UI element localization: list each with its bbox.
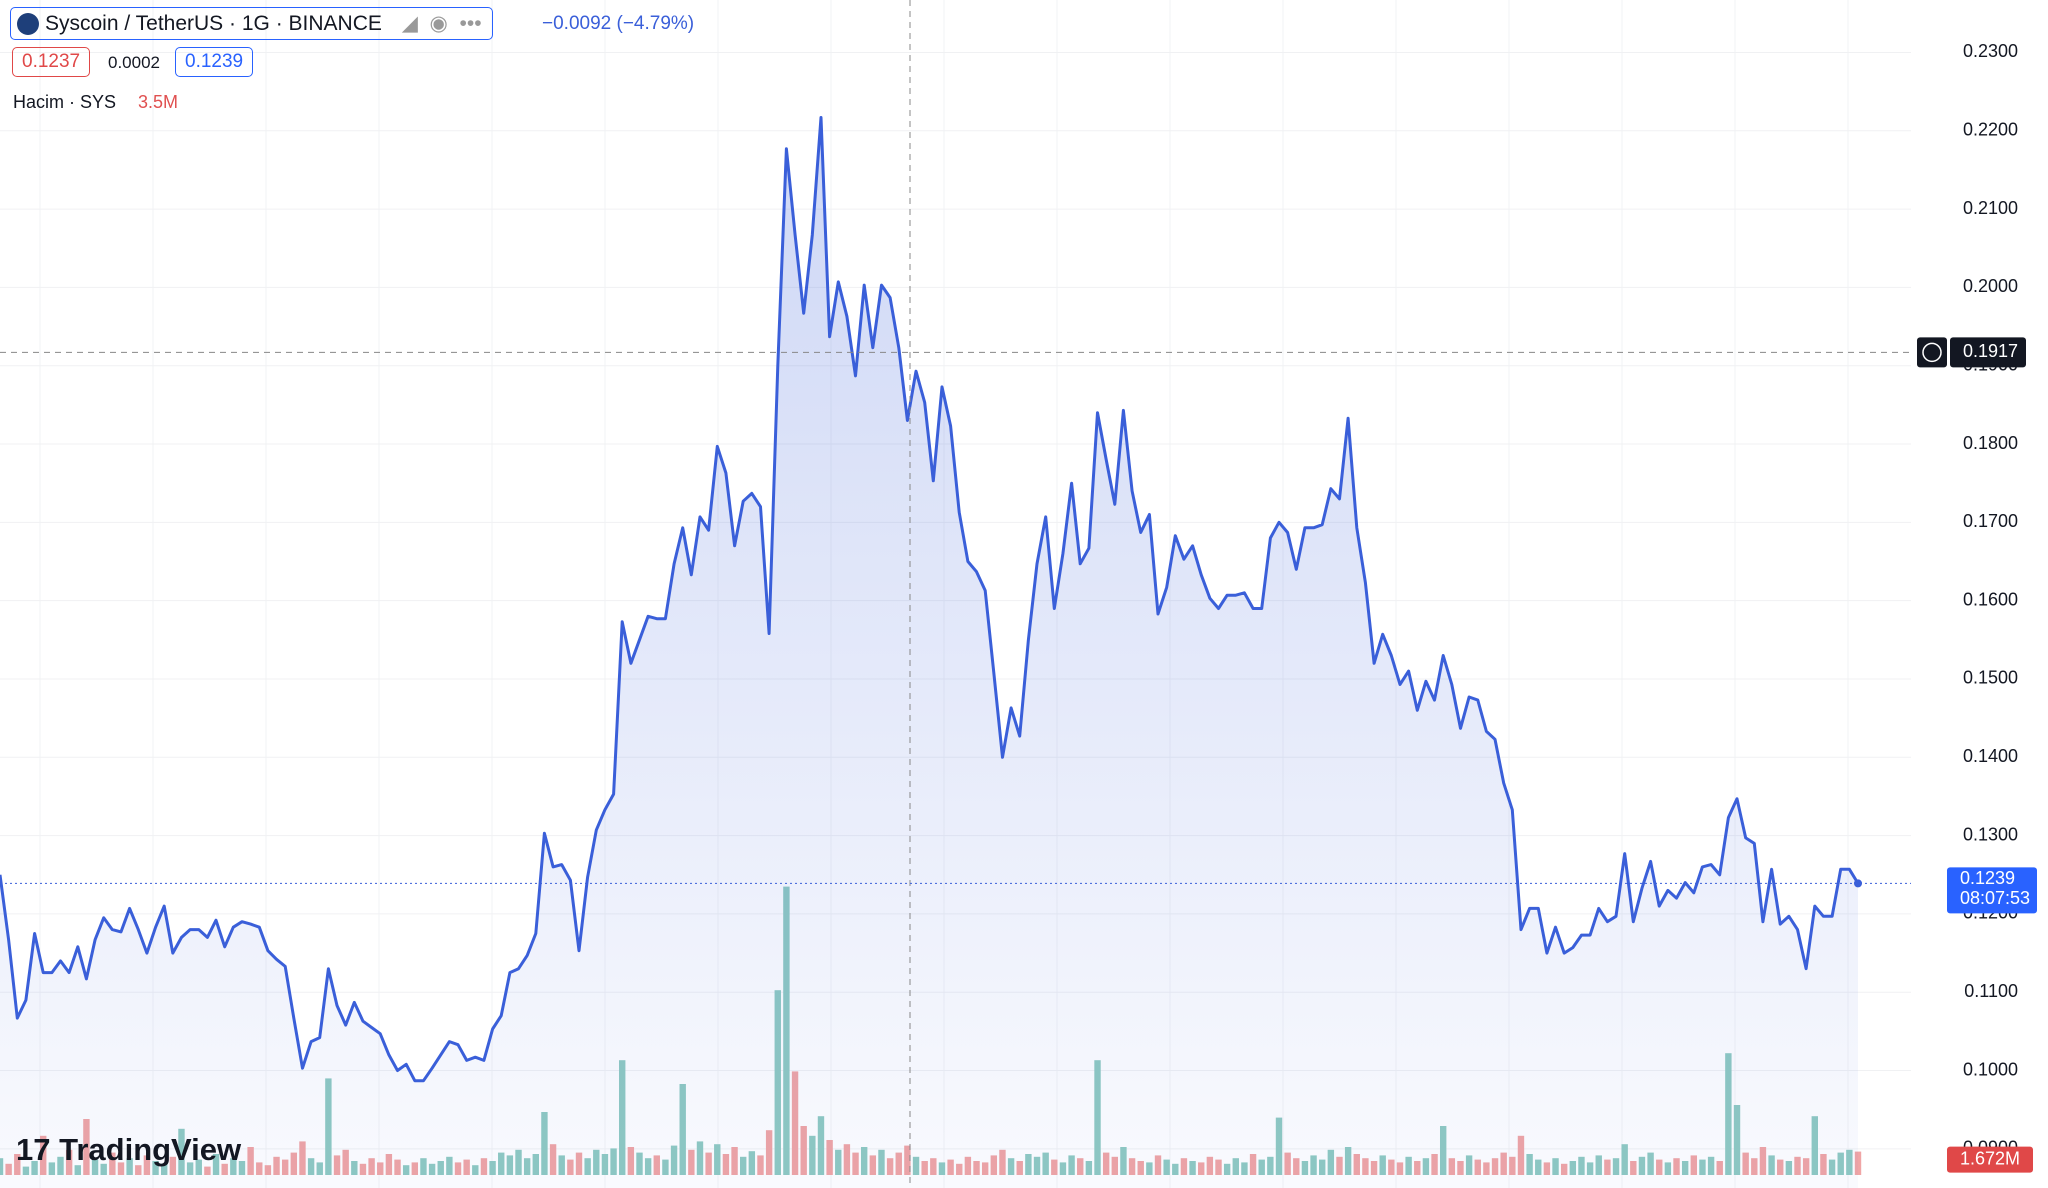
volume-tag	[1947, 1146, 2033, 1173]
countdown: 08:07:53	[1960, 888, 2030, 908]
spread: 0.0002	[108, 53, 160, 72]
y-tick-label: 0.1800	[1963, 433, 2018, 453]
volume-label: Hacim · SYS	[13, 92, 117, 112]
logo	[17, 13, 39, 35]
y-tick-label: 0.1500	[1963, 668, 2018, 688]
ask[interactable]: 0.1239	[175, 47, 254, 77]
y-tick-label: 0.1300	[1963, 824, 2018, 844]
y-tick-label: 0.2200	[1963, 120, 2018, 140]
crosshair-label: 0.1917	[1963, 341, 2018, 361]
bid[interactable]: 0.1237	[12, 47, 91, 77]
volume-value: 3.5M	[138, 92, 179, 112]
last-price-label: 0.1239	[1960, 868, 2015, 888]
crosshair-plus	[1917, 337, 1947, 368]
icons[interactable]: ◢ ◉ •••	[401, 12, 482, 35]
symbol: Syscoin / TetherUS · 1G · BINANCE	[45, 12, 382, 35]
y-tick-label: 0.1700	[1963, 511, 2018, 531]
price-line	[0, 116, 1860, 1083]
change: −0.0092 (−4.79%)	[542, 13, 695, 34]
crosshair-tag	[1950, 337, 2026, 368]
brand: 17 TradingView	[16, 1132, 242, 1167]
brand-text: TradingView	[59, 1132, 242, 1167]
y-tick-label: 0.2100	[1963, 198, 2018, 218]
last-point	[1854, 879, 1862, 888]
area-fill	[0, 117, 1858, 1188]
plus-icon	[1922, 342, 1942, 363]
y-tick-label: 0.1100	[1964, 981, 2018, 1001]
last-price-tag	[1947, 867, 2037, 914]
y-tick-label: 0.1400	[1963, 746, 2018, 766]
volume-tag-label: 1.672M	[1960, 1148, 2020, 1168]
y-tick-label: 0.1600	[1963, 589, 2018, 609]
y-tick-label: 0.2300	[1963, 41, 2018, 61]
y-tick-label: 0.2000	[1963, 276, 2018, 296]
y-tick-label: 0.1000	[1963, 1059, 2018, 1079]
symbol-box[interactable]: Syscoin / TetherUS · 1G · BINANCE ◢ ◉ ••…	[10, 7, 493, 40]
